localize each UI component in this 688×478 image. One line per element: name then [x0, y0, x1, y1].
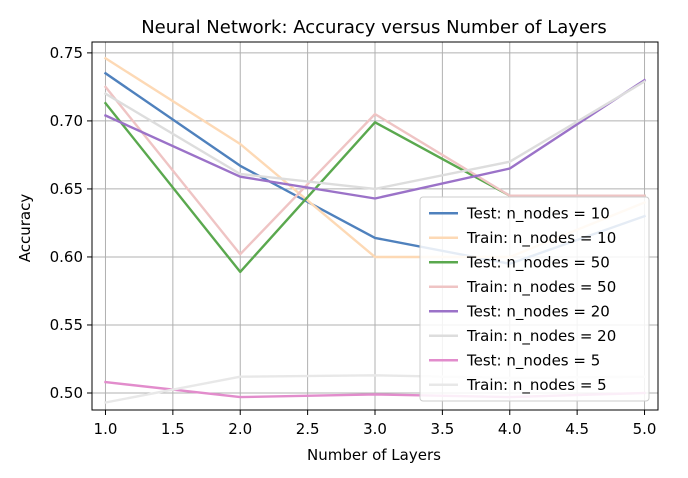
x-tick-label: 4.5	[565, 420, 589, 438]
series-line-6	[103, 79, 647, 191]
legend-box	[419, 196, 650, 402]
legend: Test: n_nodes = 10 Train: n_nodes = 10 Tes…	[419, 196, 650, 402]
y-tick-label: 0.75	[50, 44, 83, 62]
legend-label: Train: n_nodes = 50	[466, 278, 616, 297]
legend-label: Test: n_nodes = 5	[466, 351, 600, 370]
legend-label: Test: n_nodes = 50	[466, 253, 610, 272]
y-tick-label: 0.50	[50, 384, 83, 402]
y-tick-label: 0.65	[50, 180, 83, 198]
y-tick-label: 0.55	[50, 316, 83, 334]
legend-label: Train: n_nodes = 5	[466, 376, 607, 395]
x-tick-label: 4.0	[498, 420, 522, 438]
x-tick-label: 1.5	[161, 420, 185, 438]
chart-title: Neural Network: Accuracy versus Number o…	[141, 17, 607, 38]
legend-label: Test: n_nodes = 10	[466, 204, 610, 223]
y-axis-label: Accuracy	[16, 194, 34, 263]
x-tick-label: 3.0	[363, 420, 387, 438]
x-tick-label: 3.5	[430, 420, 454, 438]
x-tick-label: 2.0	[228, 420, 252, 438]
y-tick-label: 0.70	[50, 112, 83, 130]
legend-label: Train: n_nodes = 10	[466, 229, 616, 248]
y-axis-ticks: 0.50 0.55 0.60 0.65 0.70 0.75	[50, 44, 92, 402]
series-line-4	[103, 85, 646, 256]
x-tick-label: 2.5	[296, 420, 320, 438]
series-line-5	[103, 78, 647, 200]
x-axis-label: Number of Layers	[307, 446, 441, 464]
x-axis-ticks: 1.0 1.5 2.0 2.5 3.0 3.5 4.0 4.5 5.0	[94, 410, 657, 438]
x-tick-label: 1.0	[94, 420, 118, 438]
legend-label: Test: n_nodes = 20	[466, 302, 610, 321]
x-tick-label: 5.0	[633, 420, 657, 438]
y-tick-label: 0.60	[50, 248, 83, 266]
legend-label: Train: n_nodes = 20	[466, 327, 616, 346]
